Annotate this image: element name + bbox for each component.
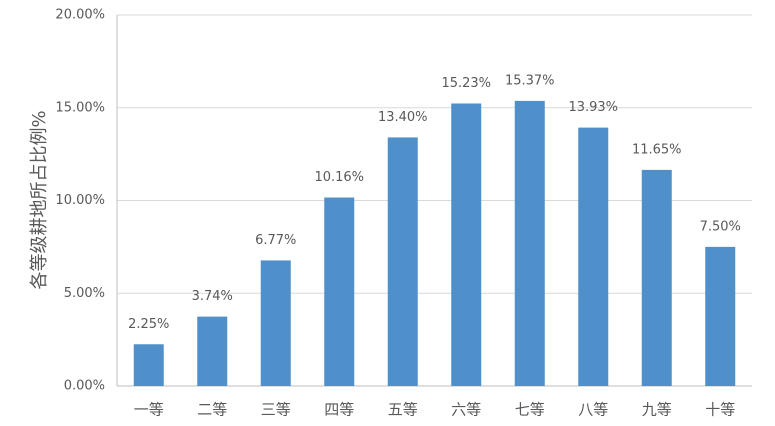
- bar: [197, 316, 228, 386]
- y-tick-label: 15.00%: [55, 100, 105, 115]
- x-tick-label: 一等: [134, 401, 164, 419]
- y-tick-label: 5.00%: [64, 286, 105, 301]
- y-axis-label: 各等级耕地所占比例%: [29, 110, 50, 289]
- x-tick-label: 六等: [451, 401, 481, 419]
- x-tick-label: 十等: [705, 401, 735, 419]
- bar: [324, 197, 355, 386]
- value-label: 13.40%: [378, 110, 428, 125]
- value-label: 2.25%: [128, 317, 169, 332]
- x-tick-label: 七等: [515, 401, 545, 419]
- value-label: 6.77%: [255, 233, 296, 248]
- x-tick-label: 三等: [261, 401, 291, 419]
- y-tick-label: 10.00%: [55, 193, 105, 208]
- value-label: 7.50%: [700, 219, 741, 234]
- bar: [578, 127, 609, 386]
- y-tick-label: 0.00%: [64, 379, 105, 394]
- bar: [514, 100, 545, 386]
- x-tick-label: 四等: [324, 401, 354, 419]
- bar: [260, 260, 291, 386]
- bar: [451, 103, 482, 387]
- value-label: 13.93%: [568, 100, 618, 115]
- value-label: 3.74%: [192, 289, 233, 304]
- value-label: 15.37%: [505, 73, 555, 88]
- y-tick-label: 20.00%: [55, 8, 105, 23]
- value-label: 15.23%: [441, 76, 491, 91]
- bar: [641, 169, 672, 386]
- x-tick-label: 九等: [642, 401, 672, 419]
- value-label: 10.16%: [314, 170, 364, 185]
- bar: [133, 344, 164, 386]
- x-tick-label: 二等: [197, 401, 227, 419]
- bar: [705, 246, 736, 386]
- x-tick-label: 八等: [578, 401, 608, 419]
- bar: [387, 137, 418, 386]
- x-tick-label: 五等: [388, 401, 418, 419]
- value-label: 11.65%: [632, 142, 682, 157]
